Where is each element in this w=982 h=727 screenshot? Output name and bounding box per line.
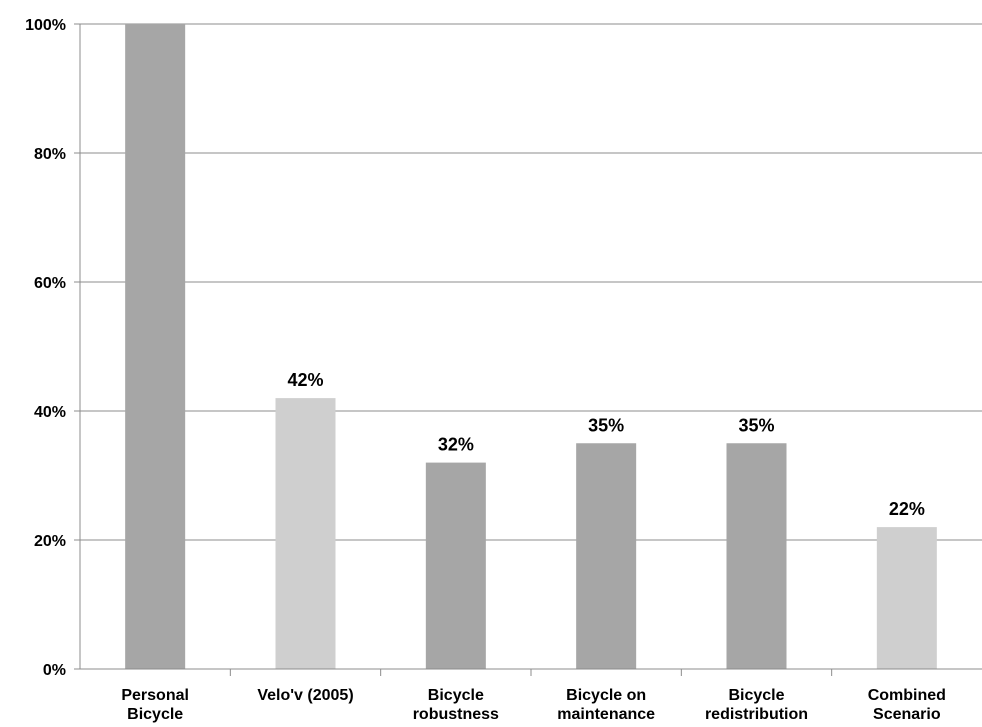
x-category-label: Bicycle [127,706,183,723]
y-tick-label: 100% [25,17,66,34]
x-category-label: redistribution [705,706,808,723]
bar [876,527,937,669]
data-label: 35% [588,415,624,435]
x-category-label: Velo'v (2005) [257,687,353,704]
data-label: 35% [738,415,774,435]
bar [275,398,336,669]
y-tick-label: 80% [34,146,66,163]
bar [425,462,486,669]
y-axis-ticks: 0% 20% 40% 60% 80% 100% [25,17,80,679]
bar [576,443,637,669]
y-tick-label: 40% [34,404,66,421]
x-category-label: maintenance [557,706,655,723]
x-category-label: Bicycle on [566,687,646,704]
data-label: 42% [287,370,323,390]
gridlines [80,23,982,541]
data-label: 22% [889,499,925,519]
y-tick-label: 0% [43,662,66,679]
x-category-label: Scenario [873,706,941,723]
x-category-label: Bicycle [728,687,784,704]
data-labels: 42% 32% 35% 35% 22% [287,370,924,519]
x-axis-labels: Personal Bicycle Velo'v (2005) Bicycle robus… [121,669,946,723]
y-tick-label: 60% [34,275,66,292]
x-category-label: robustness [413,706,499,723]
x-category-label: Combined [868,687,946,704]
axes [79,24,982,670]
bar [726,443,787,669]
y-tick-label: 20% [34,533,66,550]
bars [125,24,937,669]
data-label: 32% [438,435,474,455]
x-category-label: Personal [121,687,189,704]
bar [125,24,186,669]
x-category-label: Bicycle [428,687,484,704]
